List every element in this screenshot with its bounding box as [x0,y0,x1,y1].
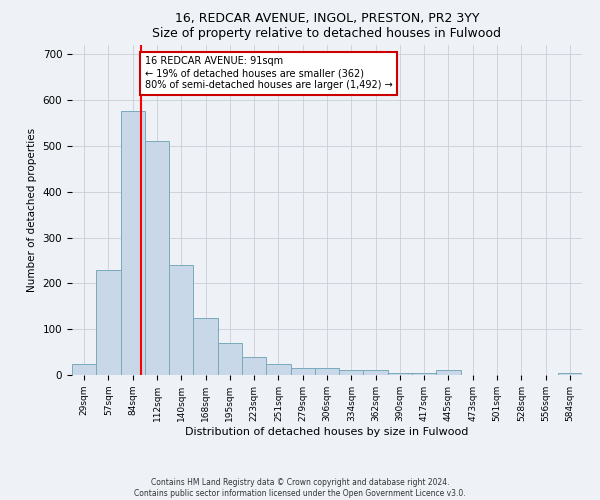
Bar [412,372,436,375]
Y-axis label: Number of detached properties: Number of detached properties [27,128,37,292]
Bar [339,370,364,375]
Bar [169,265,193,375]
Bar [266,364,290,375]
Bar [436,370,461,375]
Bar [290,368,315,375]
Bar [72,364,96,375]
Text: Contains HM Land Registry data © Crown copyright and database right 2024.
Contai: Contains HM Land Registry data © Crown c… [134,478,466,498]
Bar [315,368,339,375]
Bar [121,112,145,375]
Bar [558,372,582,375]
X-axis label: Distribution of detached houses by size in Fulwood: Distribution of detached houses by size … [185,426,469,436]
Bar [242,356,266,375]
Bar [96,270,121,375]
Bar [388,372,412,375]
Title: 16, REDCAR AVENUE, INGOL, PRESTON, PR2 3YY
Size of property relative to detached: 16, REDCAR AVENUE, INGOL, PRESTON, PR2 3… [152,12,502,40]
Bar [145,141,169,375]
Text: 16 REDCAR AVENUE: 91sqm
← 19% of detached houses are smaller (362)
80% of semi-d: 16 REDCAR AVENUE: 91sqm ← 19% of detache… [145,56,392,90]
Bar [218,343,242,375]
Bar [364,370,388,375]
Bar [193,318,218,375]
